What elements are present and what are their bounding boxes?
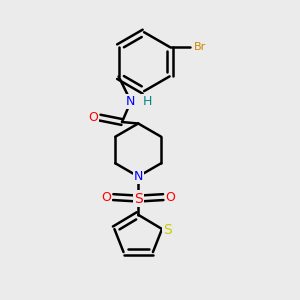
Text: H: H	[142, 95, 152, 108]
Text: O: O	[88, 111, 98, 124]
Text: Br: Br	[194, 42, 206, 52]
Text: N: N	[126, 95, 136, 108]
Text: S: S	[163, 224, 172, 238]
Text: O: O	[101, 190, 111, 204]
Text: O: O	[166, 190, 176, 204]
Text: S: S	[134, 192, 142, 206]
Text: N: N	[134, 170, 143, 183]
